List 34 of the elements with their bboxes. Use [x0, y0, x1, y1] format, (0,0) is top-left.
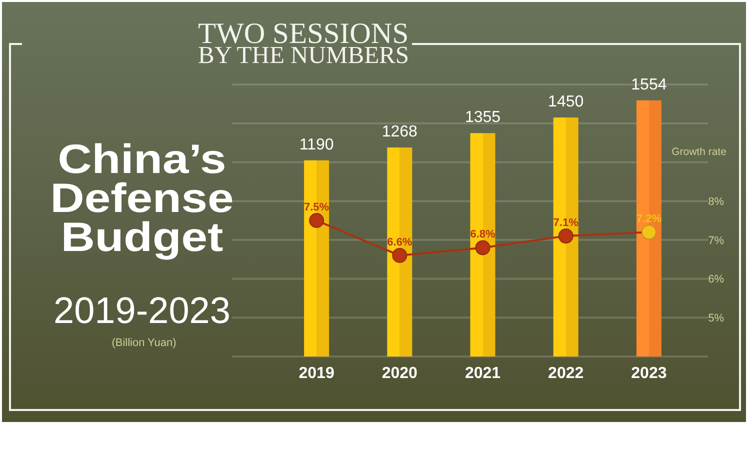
bar: [470, 133, 496, 356]
x-tick-label: 2021: [464, 365, 501, 382]
point: [558, 228, 574, 244]
data-label: 1268: [382, 123, 418, 140]
point: [392, 248, 408, 263]
text: China’s Defense Budget: [50, 136, 234, 260]
text: TWO SESSIONS BY THE NUMBERS: [198, 18, 410, 69]
x-tick-label: 2022: [548, 365, 584, 382]
x-tick-label: 2020: [382, 365, 418, 382]
point: [475, 240, 490, 256]
text: (Billion Yuan): [112, 337, 176, 349]
y2-tick-label: 6%: [708, 274, 724, 286]
y2-axis-title: Growth rate: [672, 146, 727, 158]
x-tick-label: 2023: [631, 365, 667, 382]
data-label: 1355: [464, 109, 501, 126]
data-label: 7.1%: [553, 217, 579, 230]
text: 2019-2023: [54, 290, 230, 331]
y2-tick-label: 7%: [708, 234, 724, 247]
bar: [636, 100, 662, 356]
x-tick-label: 2019: [298, 365, 334, 382]
data-label: 6.6%: [387, 236, 412, 248]
y2-tick-label: 5%: [708, 312, 724, 324]
y2-tick-label: 8%: [708, 196, 724, 208]
data-label: 6.8%: [470, 228, 496, 241]
data-label: 1450: [548, 93, 584, 110]
data-label: 1554: [631, 76, 667, 94]
bar: [304, 160, 330, 356]
point: [309, 213, 324, 228]
data-label: 1190: [299, 136, 334, 154]
bar: [387, 147, 412, 356]
bar: [553, 117, 578, 356]
data-label: 7.2%: [636, 213, 662, 226]
point: [641, 224, 656, 240]
data-label: 7.5%: [304, 202, 330, 214]
